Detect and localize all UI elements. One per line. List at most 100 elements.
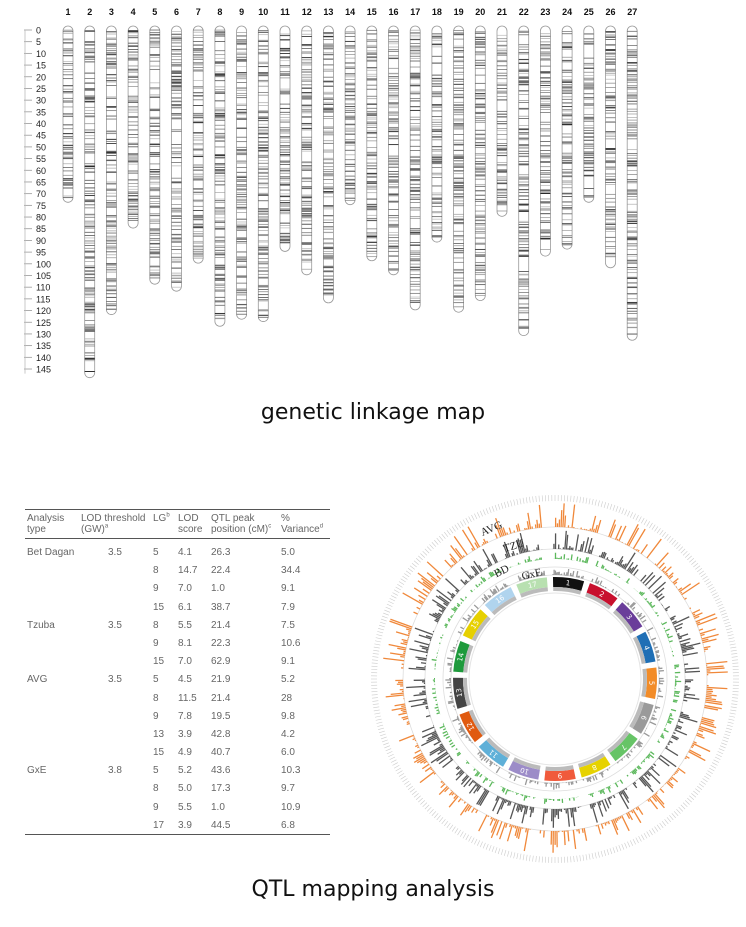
track-bar [706, 671, 728, 674]
track-bar [508, 527, 512, 534]
track-bar [587, 537, 593, 554]
track-bar [463, 777, 472, 788]
tick-mark [441, 819, 446, 825]
tick-mark [488, 845, 492, 851]
table-cell: 9 [153, 710, 159, 722]
track-bar [461, 529, 476, 551]
chromosome-6 [171, 25, 182, 292]
track-bar [416, 606, 421, 610]
tick-mark [629, 512, 634, 518]
tick-mark [380, 736, 387, 740]
track-label: TZU [502, 537, 526, 555]
tick-mark [621, 508, 625, 515]
table-cell: 8.1 [178, 637, 192, 649]
chromosome-bar [388, 25, 399, 276]
axis-tick-label: 35 [36, 107, 46, 117]
track-bar [618, 791, 629, 810]
tick-mark [723, 736, 730, 740]
tick-mark [573, 495, 575, 503]
track-bar [401, 715, 408, 719]
tick-mark [385, 606, 392, 610]
track-bar [668, 575, 674, 580]
chromosome-20 [474, 25, 486, 301]
chromosome-label: 1 [65, 7, 70, 17]
chromosome-bar [106, 25, 117, 315]
tick-mark [388, 600, 394, 605]
tick-mark [651, 524, 656, 530]
tick-mark [632, 838, 636, 845]
tick-mark [591, 498, 594, 505]
track-bar [705, 699, 722, 704]
tick-mark [732, 694, 739, 696]
track-bar [444, 787, 450, 793]
track-bar [418, 594, 426, 601]
tick-mark [378, 624, 385, 628]
table-body: Bet Dagan 3.5 5 4.1 26.3 5.0 8 14.7 22.4 34.4 9 7.0… [25, 543, 330, 834]
chromosome-12 [301, 25, 313, 276]
axis-tick-label: 0 [36, 26, 41, 36]
tick-mark [373, 649, 380, 652]
chromosome-bar [171, 25, 182, 292]
track-bar [676, 632, 680, 636]
track-bar [647, 769, 650, 771]
track-bar [483, 788, 486, 790]
track-bar [402, 717, 409, 721]
track-bar [653, 763, 657, 767]
table-row: 9 8.1 22.3 10.6 [25, 634, 330, 652]
track-bar [614, 818, 618, 823]
table-cell: 7.8 [178, 710, 192, 722]
tick-mark [635, 837, 639, 844]
track-bar [385, 694, 404, 698]
track-bar [401, 638, 408, 642]
track-bar [390, 618, 413, 628]
track-bar [436, 589, 452, 602]
tick-mark [729, 715, 736, 718]
track-bar [421, 736, 439, 747]
tick-mark [704, 578, 710, 583]
table-cell: 1.0 [211, 583, 225, 595]
track-bar [486, 540, 489, 544]
column-header: LGb [153, 513, 175, 524]
tick-mark [516, 498, 519, 505]
track-bar [613, 573, 616, 576]
track-bar [413, 611, 418, 615]
track-bar [574, 807, 577, 813]
tick-mark [454, 524, 459, 530]
tick-mark [680, 804, 686, 810]
track-bar [607, 797, 612, 806]
track-bar [595, 560, 599, 567]
track-bar [679, 714, 690, 719]
track-bar [394, 703, 406, 707]
tick-mark [491, 846, 495, 853]
track-bar [571, 504, 576, 529]
track-bar [428, 613, 440, 620]
track-bar [421, 763, 430, 770]
track-bar [492, 796, 501, 812]
tick-mark [438, 817, 444, 823]
track-bar [614, 561, 617, 565]
track-bar [408, 667, 426, 671]
tick-mark [529, 496, 531, 503]
axis-tick-label: 95 [36, 248, 46, 258]
track-bar [408, 630, 411, 633]
track-bar [672, 578, 679, 584]
table-row: Bet Dagan 3.5 5 4.1 26.3 5.0 [25, 543, 330, 561]
column-header: % Varianced [281, 513, 331, 535]
track-bar [525, 545, 529, 552]
tick-mark [392, 592, 398, 596]
track-bar [670, 776, 679, 783]
table-row: 9 7.8 19.5 9.8 [25, 707, 330, 725]
tick-mark [676, 544, 681, 550]
tick-mark [494, 847, 498, 854]
chromosome-bar [301, 25, 313, 276]
track-bar [442, 758, 454, 769]
track-bar [647, 601, 650, 604]
tick-mark [732, 662, 739, 664]
table-bottom-rule [25, 834, 330, 835]
chromosome-15 [366, 25, 378, 262]
track-bar [609, 524, 617, 538]
track-bar [655, 611, 658, 615]
track-bar [618, 559, 624, 567]
tick-mark [726, 631, 733, 634]
track-bar [681, 642, 701, 649]
